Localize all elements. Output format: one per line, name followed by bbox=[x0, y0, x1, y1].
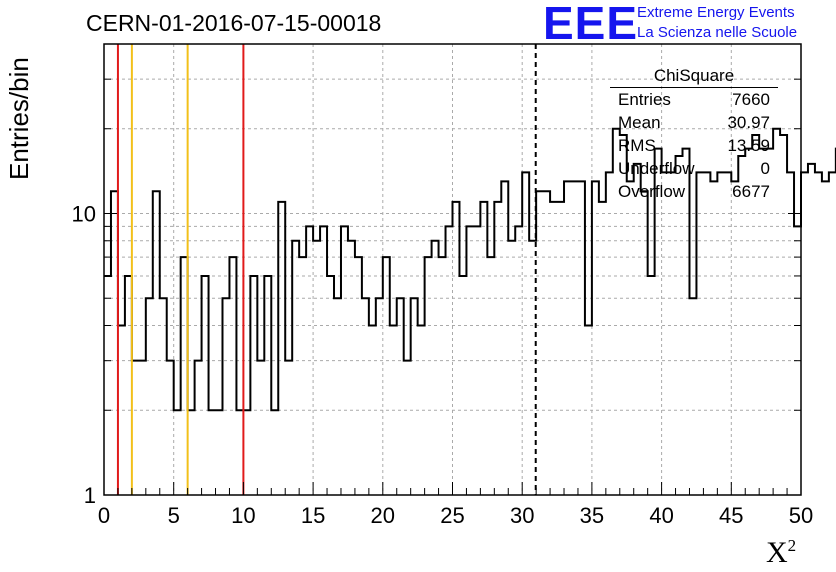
stats-label: Overflow bbox=[618, 182, 686, 201]
stats-row: Mean 30.97 bbox=[610, 111, 778, 134]
x-tick-label: 10 bbox=[231, 503, 255, 528]
x-tick-label: 30 bbox=[510, 503, 534, 528]
stats-title: ChiSquare bbox=[610, 66, 778, 88]
stats-row: Overflow 6677 bbox=[610, 180, 778, 203]
x-tick-label: 5 bbox=[168, 503, 180, 528]
stats-label: Mean bbox=[618, 113, 661, 132]
x-tick-label: 40 bbox=[649, 503, 673, 528]
x-tick-label: 0 bbox=[98, 503, 110, 528]
x-tick-label: 35 bbox=[580, 503, 604, 528]
histogram-line bbox=[104, 127, 836, 412]
eee-logo: EEE bbox=[543, 0, 639, 49]
stats-value: 30.97 bbox=[727, 113, 770, 132]
stats-value: 7660 bbox=[732, 90, 770, 109]
y-axis-label: Entries/bin bbox=[4, 57, 34, 180]
stats-label: Entries bbox=[618, 90, 671, 109]
stats-row: RMS 13.59 bbox=[610, 134, 778, 157]
stats-label: Underflow bbox=[618, 159, 695, 178]
stats-row: Underflow 0 bbox=[610, 157, 778, 180]
x-tick-label: 50 bbox=[789, 503, 813, 528]
stats-row: Entries 7660 bbox=[610, 88, 778, 111]
stats-value: 6677 bbox=[732, 182, 770, 201]
x-tick-label: 15 bbox=[301, 503, 325, 528]
logo-line-2: La Scienza nelle Scuole bbox=[637, 24, 798, 41]
x-axis-label-superscript: 2 bbox=[787, 536, 797, 555]
logo-line-1: Extreme Energy Events bbox=[637, 4, 795, 21]
stats-value: 13.59 bbox=[727, 136, 770, 155]
x-axis-label-text: X bbox=[766, 536, 788, 569]
x-tick-label: 25 bbox=[440, 503, 464, 528]
stats-label: RMS bbox=[618, 136, 656, 155]
plot-area bbox=[104, 44, 801, 495]
stats-box: ChiSquare Entries 7660 Mean 30.97 RMS 13.59… bbox=[610, 66, 778, 203]
y-tick-label: 10 bbox=[72, 201, 96, 226]
y-tick-label: 1 bbox=[84, 483, 96, 508]
x-axis-label: X2 bbox=[766, 536, 796, 570]
chart-title: CERN-01-2016-07-15-00018 bbox=[86, 10, 382, 36]
stats-value: 0 bbox=[760, 159, 770, 178]
x-tick-label: 45 bbox=[719, 503, 743, 528]
x-tick-label: 20 bbox=[371, 503, 395, 528]
